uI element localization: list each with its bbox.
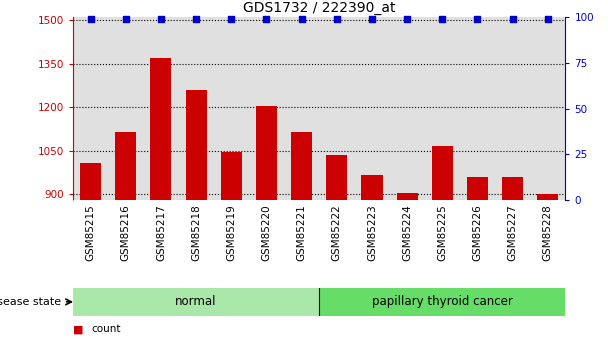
Text: GSM85227: GSM85227 (508, 205, 517, 261)
Bar (291, 132, 312, 200)
Text: GSM85219: GSM85219 (226, 205, 237, 261)
Bar (73, 288, 319, 316)
Text: GSM85222: GSM85222 (332, 205, 342, 261)
Point (156, 16, 166, 22)
Bar (150, 58, 171, 200)
Text: GSM85215: GSM85215 (86, 205, 95, 261)
Point (472, 16, 482, 22)
Text: GSM85226: GSM85226 (472, 205, 483, 261)
Text: GSM85216: GSM85216 (121, 205, 131, 261)
Bar (467, 177, 488, 200)
Bar (396, 193, 418, 200)
Bar (256, 106, 277, 200)
Text: GSM85225: GSM85225 (437, 205, 447, 261)
Bar (432, 146, 453, 200)
Point (261, 16, 271, 22)
Point (508, 16, 517, 22)
Bar (502, 177, 523, 200)
Text: disease state: disease state (0, 297, 61, 307)
Text: count: count (91, 325, 121, 334)
Text: GSM85217: GSM85217 (156, 205, 166, 261)
Point (438, 16, 447, 22)
Bar (361, 175, 382, 200)
Point (402, 16, 412, 22)
Bar (115, 132, 136, 200)
Point (297, 16, 306, 22)
Point (367, 16, 377, 22)
Point (543, 16, 553, 22)
Text: GSM85228: GSM85228 (543, 205, 553, 261)
Bar (80, 163, 101, 200)
Point (121, 16, 131, 22)
Point (332, 16, 342, 22)
Text: GSM85218: GSM85218 (191, 205, 201, 261)
Text: normal: normal (175, 295, 217, 308)
Text: GSM85220: GSM85220 (261, 205, 271, 261)
Title: GDS1732 / 222390_at: GDS1732 / 222390_at (243, 1, 395, 15)
Text: ■: ■ (73, 325, 83, 334)
Text: GSM85223: GSM85223 (367, 205, 377, 261)
Text: papillary thyroid cancer: papillary thyroid cancer (372, 295, 513, 308)
Bar (326, 155, 347, 200)
Bar (319, 288, 565, 316)
Text: GSM85224: GSM85224 (402, 205, 412, 261)
Point (226, 16, 236, 22)
Point (191, 16, 201, 22)
Bar (537, 194, 558, 200)
Bar (221, 152, 242, 200)
Bar (185, 90, 207, 200)
Point (86, 16, 95, 22)
Text: GSM85221: GSM85221 (297, 205, 306, 261)
